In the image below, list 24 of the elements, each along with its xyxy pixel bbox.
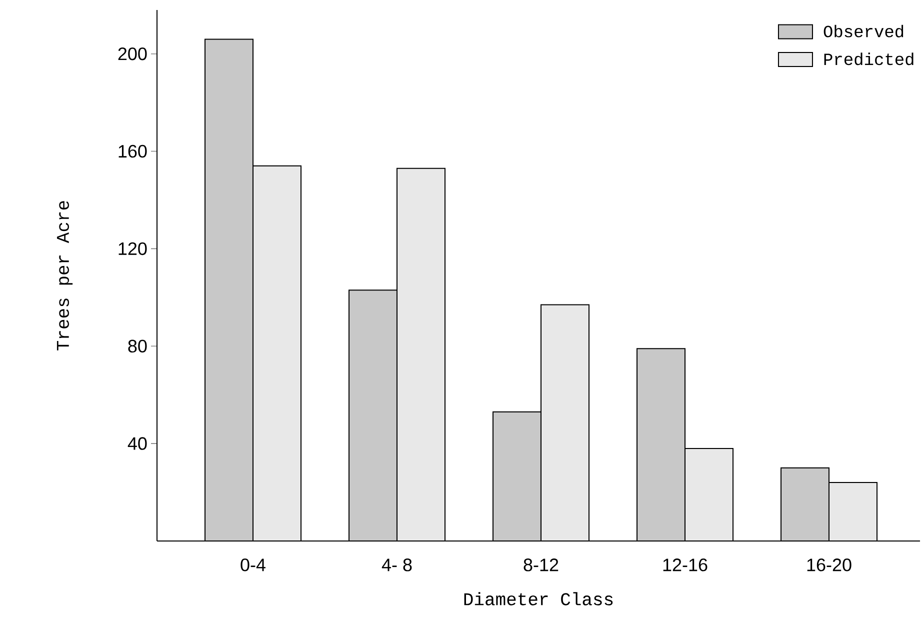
x-tick-label: 16-20 (807, 558, 852, 572)
legend-label: Observed (824, 24, 904, 38)
y-tick-label: 160 (118, 144, 147, 158)
x-tick-label: 12-16 (663, 558, 708, 572)
y-tick-label: 80 (128, 340, 147, 353)
y-tick-label: 120 (118, 242, 147, 256)
x-axis-title: Diameter Class (464, 592, 613, 606)
y-tick-label: 200 (118, 47, 147, 60)
y-axis-title: Trees per Acre (56, 201, 73, 350)
x-tick-label: 0-4 (240, 558, 266, 572)
x-tick-label: 8-12 (524, 558, 558, 572)
bar (780, 467, 830, 541)
bar (828, 482, 878, 541)
x-tick-label: 4- 8 (382, 558, 412, 572)
bar (685, 448, 734, 541)
bar (493, 412, 541, 541)
bar (253, 166, 301, 541)
bar (205, 39, 253, 541)
y-tick-label: 40 (128, 437, 147, 450)
bar (397, 168, 446, 541)
legend-label: Predicted (824, 52, 914, 66)
bar (637, 348, 686, 541)
bar (541, 304, 589, 541)
bar (349, 290, 398, 541)
